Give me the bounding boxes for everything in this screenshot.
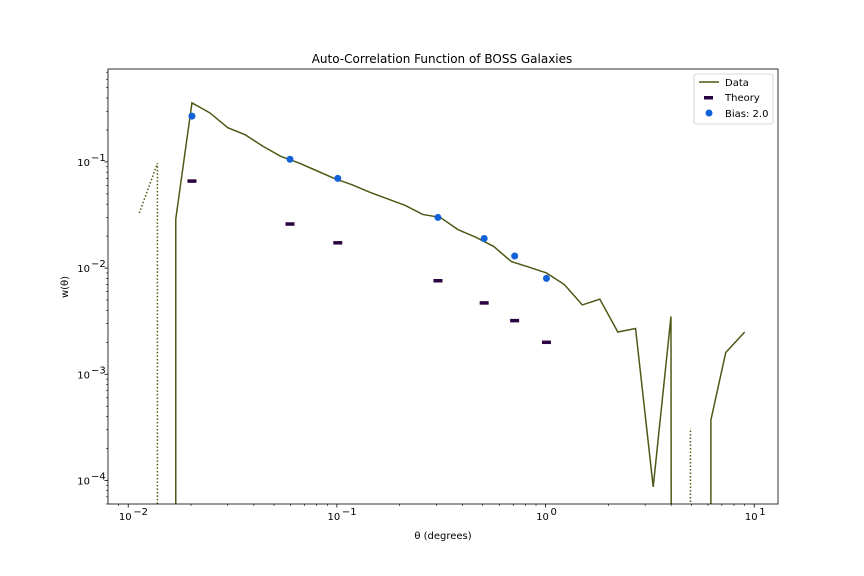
legend-swatch-theory	[704, 96, 713, 100]
bias-marker-1	[188, 112, 196, 120]
x-axis: 10 −2 10 −1 10 0 10 1	[118, 504, 766, 523]
theory-marker-4	[433, 278, 443, 283]
plot-frame	[107, 68, 779, 505]
x-tick-label-exp-1: −2	[133, 507, 148, 518]
x-tick-label-3: 10	[536, 512, 549, 523]
data-series-negative-segment-1	[138, 163, 159, 504]
chart-title: Auto-Correlation Function of BOSS Galaxi…	[312, 52, 573, 66]
legend-label-theory: Theory	[724, 93, 760, 104]
bias-marker-5	[480, 234, 488, 242]
y-tick-label-exp-2: −3	[91, 365, 106, 376]
bias-marker-2	[286, 155, 294, 163]
bias-marker-6	[511, 252, 519, 260]
y-tick-label-4: 10	[77, 158, 90, 169]
y-tick-label-3: 10	[77, 264, 90, 275]
legend: Data Theory Bias: 2.0	[693, 73, 774, 125]
y-tick-label-2: 10	[77, 370, 90, 381]
x-tick-label-1: 10	[119, 512, 132, 523]
x-tick-label-exp-3: 0	[551, 507, 557, 518]
y-tick-label-exp-1: −4	[91, 471, 106, 482]
theory-marker-7	[541, 340, 551, 345]
theory-marker-6	[510, 318, 520, 323]
plot-area	[107, 68, 779, 505]
legend-box	[693, 73, 774, 125]
x-tick-label-exp-2: −1	[342, 507, 357, 518]
series-layer	[138, 101, 746, 504]
data-series-line	[175, 101, 672, 504]
y-tick-label-1: 10	[77, 476, 90, 487]
y-axis: 10−410−310−210−1	[77, 71, 108, 505]
theory-marker-5	[479, 301, 489, 305]
y-axis-label: w(θ)	[60, 276, 71, 298]
theory-marker-1	[187, 179, 197, 183]
y-tick-label-exp-3: −2	[91, 259, 106, 270]
y-tick-label-exp-4: −1	[91, 153, 106, 164]
x-tick-label-2: 10	[328, 512, 341, 523]
legend-label-data: Data	[725, 78, 749, 89]
theory-marker-2	[285, 222, 295, 226]
x-tick-label-4: 10	[745, 512, 758, 523]
data-series-line-segment-2	[710, 331, 746, 504]
bias-marker-3	[334, 174, 342, 182]
bias-marker-4	[434, 213, 442, 221]
bias-marker-7	[542, 274, 550, 282]
legend-label-bias: Bias: 2.0	[725, 109, 768, 120]
x-axis-label: θ (degrees)	[414, 531, 471, 542]
legend-swatch-bias	[705, 109, 713, 117]
theory-marker-3	[333, 241, 343, 245]
x-tick-label-exp-4: 1	[759, 507, 765, 518]
